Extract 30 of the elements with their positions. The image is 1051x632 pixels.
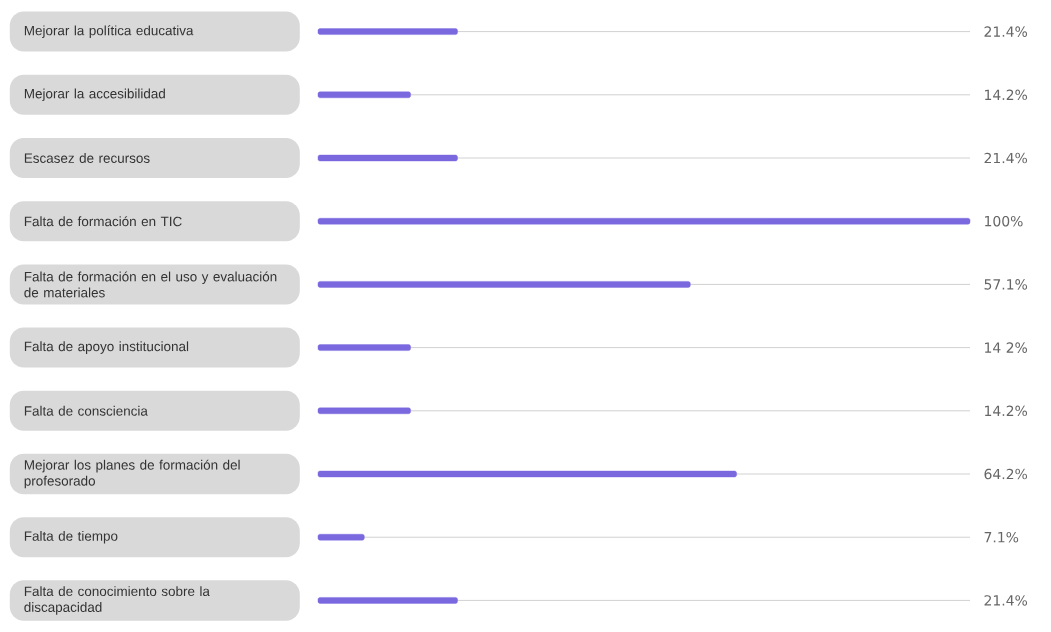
bar xyxy=(317,281,691,288)
data-label: 57.1% xyxy=(984,279,1028,290)
data-label: 100% xyxy=(985,215,1023,227)
y-tick-label: Escasez de recursos xyxy=(24,153,150,163)
data-label: 14 2% xyxy=(985,342,1028,353)
data-label: 14.2% xyxy=(985,405,1028,417)
bar xyxy=(317,407,411,414)
bar xyxy=(317,534,365,541)
data-label: 21.4% xyxy=(984,595,1028,606)
y-tick-label: Mejorar la accesibilidad xyxy=(24,88,165,102)
bar xyxy=(317,597,458,604)
y-tick-label: Falta de conocimiento sobre la discapacidad xyxy=(24,586,210,615)
y-tick-label: Falta de tiempo xyxy=(24,530,118,544)
bar xyxy=(317,344,411,351)
data-label: 21.4% xyxy=(984,26,1028,37)
bar xyxy=(317,218,971,225)
data-label: 7.1% xyxy=(984,531,1019,543)
bar xyxy=(317,154,458,162)
bar xyxy=(317,28,458,35)
data-label: 14.2% xyxy=(985,89,1028,101)
y-tick-label: Falta de formación en el uso y evaluación de materiales xyxy=(24,271,277,298)
bar xyxy=(317,470,737,478)
data-label: 64.2% xyxy=(984,468,1028,480)
y-tick-label: Falta de formación en TIC xyxy=(24,216,182,227)
y-tick-label: Mejorar los planes de formación del profesorado xyxy=(24,459,240,489)
y-tick-label: Falta de consciencia xyxy=(24,405,148,416)
y-tick-label: Falta de apoyo institucional xyxy=(24,341,189,354)
y-tick-label: Mejorar la política educativa xyxy=(24,25,194,38)
data-label: 21.4% xyxy=(984,152,1028,164)
bar xyxy=(317,91,411,98)
